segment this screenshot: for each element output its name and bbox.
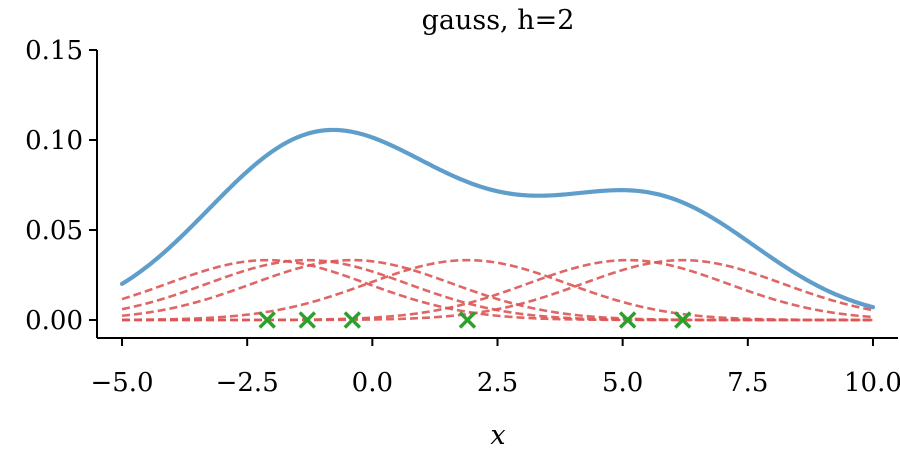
y-tick-label: 0.05 [25, 216, 83, 246]
sample-marker-3 [343, 311, 362, 329]
kernel-curve-6 [122, 258, 874, 322]
sample-marker-stroke [343, 311, 362, 329]
sample-marker-5 [618, 311, 637, 329]
sample-marker-stroke [618, 311, 637, 329]
sample-marker-stroke [674, 311, 692, 329]
sample-marker-stroke [298, 311, 316, 329]
kernel-curve-4 [122, 258, 873, 322]
x-tick-label: −2.5 [216, 368, 279, 398]
chart-title: gauss, h=2 [422, 5, 575, 36]
sample-marker-6 [674, 311, 692, 329]
sample-marker-4 [458, 311, 477, 329]
plot-area [119, 127, 876, 329]
y-tick-label: 0.10 [25, 126, 83, 156]
x-axis-label: x [490, 420, 505, 450]
axes: 0.00 0.05 0.10 0.15 −5.0 −2.5 0.0 2.5 5.0 7.5 10.0 [25, 36, 900, 398]
x-tick-label: 2.5 [477, 368, 518, 398]
x-tick-label: 10.0 [844, 368, 900, 398]
x-tick-label: 7.5 [727, 368, 768, 398]
sample-marker-2 [298, 311, 316, 329]
x-tick-label: −5.0 [90, 368, 153, 398]
sample-marker-1 [258, 311, 276, 329]
x-tick-label: 0.0 [352, 368, 393, 398]
sample-marker-stroke [458, 311, 477, 329]
sample-marker-stroke [258, 311, 276, 329]
x-tick-label: 5.0 [602, 368, 643, 398]
y-tick-label: 0.00 [25, 306, 83, 336]
y-tick-label: 0.15 [25, 36, 83, 66]
kde-curve [119, 127, 876, 310]
